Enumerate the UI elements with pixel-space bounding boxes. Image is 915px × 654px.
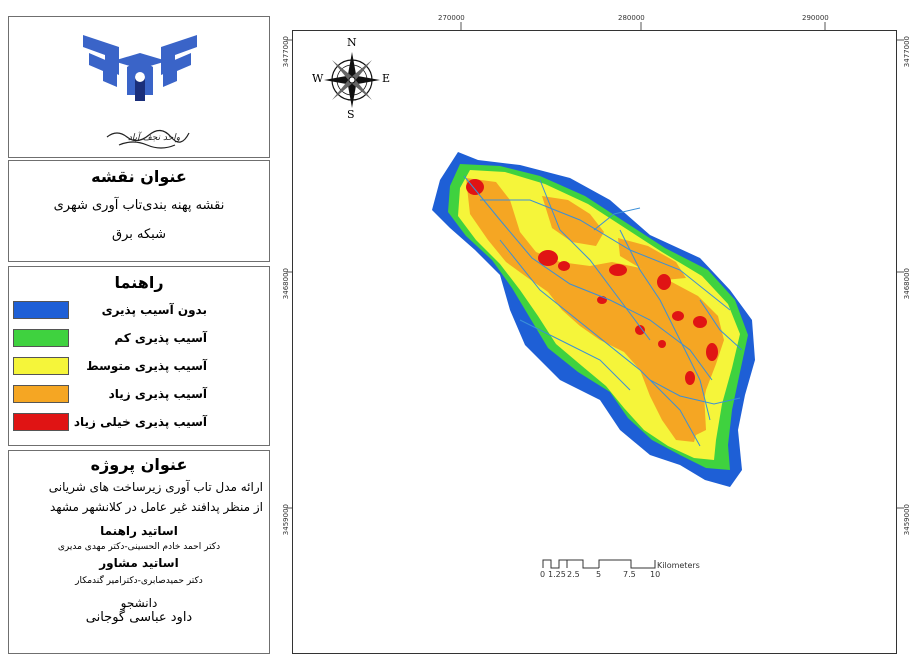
scale-bar: [540, 556, 670, 570]
compass-n: N: [347, 36, 357, 49]
scale-unit: Kilometers: [657, 561, 700, 570]
scale-label: 0: [540, 570, 545, 579]
compass-e: E: [382, 72, 390, 85]
scale-label: 1.25: [548, 570, 566, 579]
scale-label: 5: [596, 570, 601, 579]
compass-w: W: [312, 72, 323, 85]
compass-s: S: [347, 108, 355, 121]
scale-label: 7.5: [623, 570, 636, 579]
scale-label: 10: [650, 570, 660, 579]
scale-label: 2.5: [567, 570, 580, 579]
